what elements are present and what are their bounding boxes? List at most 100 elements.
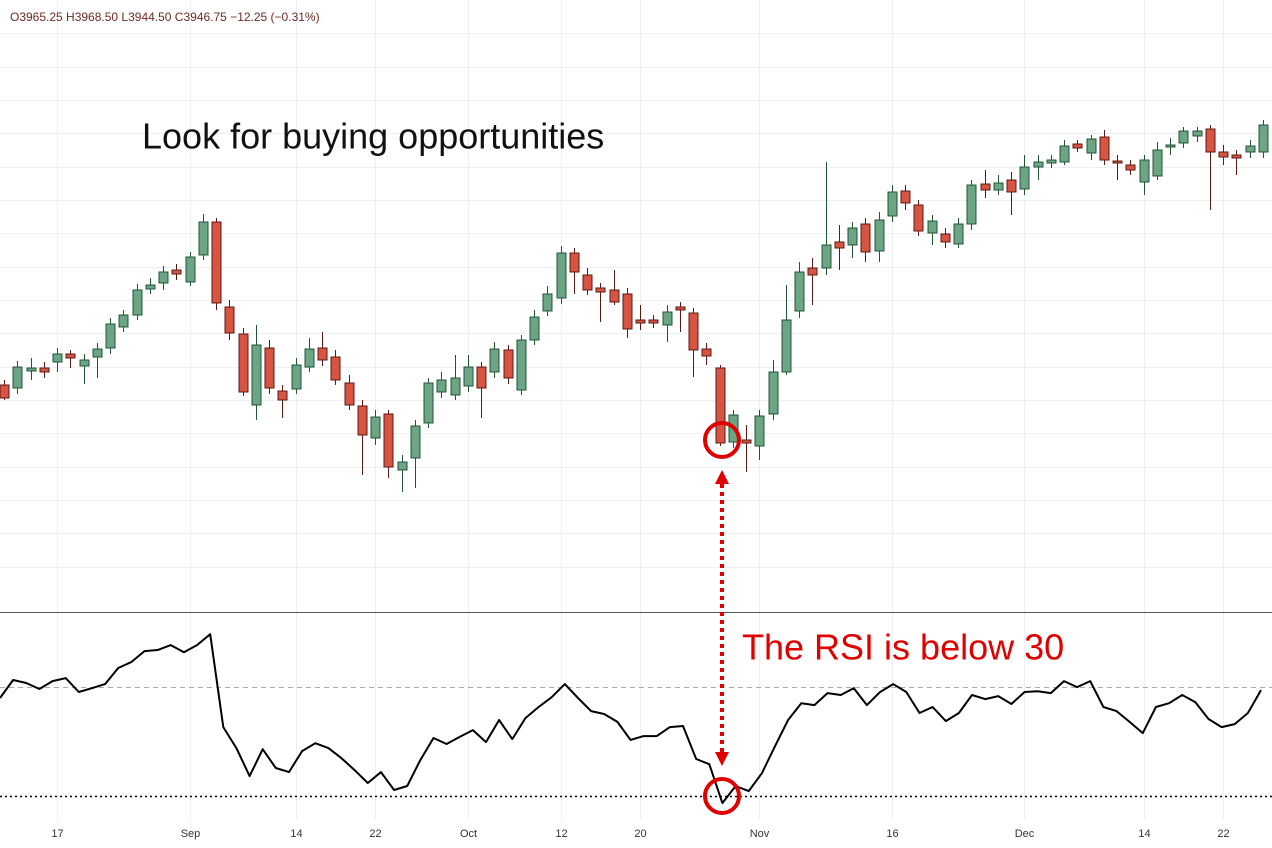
candle-body (317, 347, 328, 361)
candle-body (768, 371, 779, 415)
candle-body (582, 274, 593, 291)
candle-body (847, 227, 858, 246)
candle-body (105, 323, 116, 349)
candle-body (238, 333, 249, 393)
candle-body (609, 289, 620, 303)
candle-body (370, 416, 381, 439)
candle-body (344, 382, 355, 406)
x-tick-label: 22 (1217, 828, 1229, 840)
candle-body (476, 366, 487, 389)
candle-body (1125, 164, 1136, 171)
x-tick-label: Oct (460, 828, 477, 840)
candle-body (781, 319, 792, 373)
x-tick-label: 14 (290, 828, 302, 840)
candle-body (648, 319, 659, 324)
candle-body (1139, 159, 1150, 183)
candle-body (807, 267, 818, 276)
x-tick-label: Sep (181, 828, 201, 840)
candle-body (1072, 143, 1083, 149)
candle-body (1099, 136, 1110, 161)
candle-body (12, 366, 23, 389)
candle-body (675, 306, 686, 311)
candle-body (529, 316, 540, 341)
candle-body (65, 353, 76, 359)
candle-body (1112, 160, 1123, 164)
candle-body (1086, 138, 1097, 154)
candle-body (118, 314, 129, 328)
x-tick-label: 14 (1138, 828, 1150, 840)
candle-body (1178, 130, 1189, 144)
candle-body (715, 367, 726, 444)
candle-body (1165, 144, 1176, 148)
candle-body (383, 413, 394, 468)
candle-body (1059, 145, 1070, 163)
candle-body (463, 366, 474, 387)
highlight-circle (703, 777, 741, 815)
candle-body (1245, 145, 1256, 153)
candle-body (304, 348, 315, 368)
candle-body (410, 425, 421, 459)
candle-body (211, 221, 222, 304)
candle-body (834, 241, 845, 249)
candle-body (198, 221, 209, 256)
candle-body (224, 306, 235, 334)
candle-body (569, 252, 580, 273)
candle-body (542, 293, 553, 312)
x-tick-label: 22 (369, 828, 381, 840)
candle-body (754, 415, 765, 447)
candle-body (874, 219, 885, 252)
x-tick-label: 20 (634, 828, 646, 840)
annotation-marks (703, 421, 741, 815)
candle-body (330, 356, 341, 381)
candle-body (185, 256, 196, 283)
candle-body (622, 293, 633, 330)
candle-body (556, 252, 567, 299)
x-tick-label: 17 (51, 828, 63, 840)
candle-body (52, 353, 63, 363)
candle-body (79, 359, 90, 367)
candle-body (1218, 151, 1229, 158)
candle-body (516, 339, 527, 391)
candle-body (1046, 159, 1057, 164)
candle-body (436, 379, 447, 393)
candle-body (1006, 179, 1017, 193)
candle-body (357, 405, 368, 436)
candle-body (980, 183, 991, 191)
ohlc-header: O3965.25 H3968.50 L3944.50 C3946.75 −12.… (10, 10, 320, 24)
candle-body (701, 348, 712, 357)
candle-body (264, 347, 275, 389)
candle-body (0, 384, 10, 399)
candle-body (171, 269, 182, 275)
candle-body (92, 348, 103, 358)
candle-body (595, 287, 606, 293)
candle-body (450, 377, 461, 396)
candle-body (993, 182, 1004, 191)
candle-body (158, 271, 169, 284)
candle-body (1019, 166, 1030, 190)
candle-body (1033, 161, 1044, 168)
candle-body (291, 364, 302, 390)
candle-body (913, 204, 924, 232)
arrow-head (715, 752, 729, 766)
candle-body (503, 349, 514, 379)
candle-body (1152, 149, 1163, 177)
candle-body (940, 233, 951, 243)
candle-body (860, 223, 871, 253)
candle-body (1192, 130, 1203, 137)
candle-body (132, 289, 143, 316)
candle-body (794, 271, 805, 312)
candle-body (251, 344, 262, 406)
x-tick-label: Dec (1015, 828, 1035, 840)
annotation: Look for buying opportunities (142, 116, 604, 157)
candle-body (397, 461, 408, 471)
candle-body (688, 312, 699, 351)
candle-body (966, 184, 977, 225)
candle-body (662, 311, 673, 326)
rsi-line (0, 633, 1262, 805)
candle-body (741, 439, 752, 444)
candle-body (26, 367, 37, 372)
candle-body (900, 190, 911, 204)
x-tick-label: 12 (555, 828, 567, 840)
candle-body (1205, 128, 1216, 153)
